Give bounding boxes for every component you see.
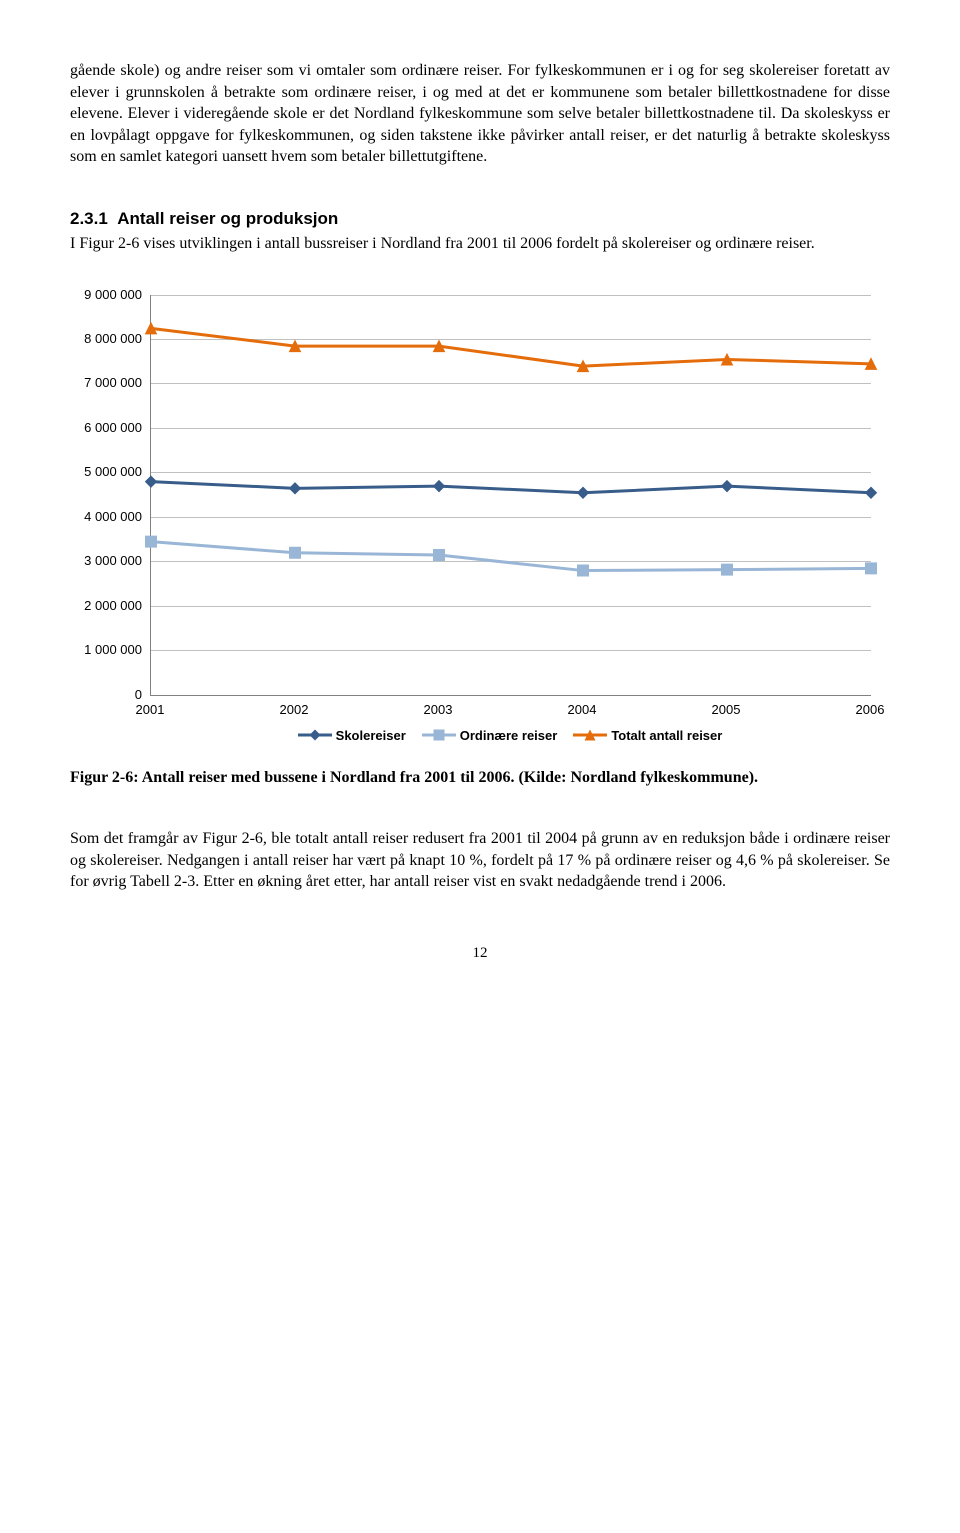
chart-marker [578, 487, 589, 498]
section-heading: 2.3.1 Antall reiser og produksjon [70, 208, 890, 231]
section-title: Antall reiser og produksjon [117, 209, 338, 228]
chart-marker [146, 476, 157, 487]
paragraph-after-heading: I Figur 2-6 vises utviklingen i antall b… [70, 233, 890, 255]
chart-marker [434, 549, 445, 560]
chart-xtick-label: 2004 [568, 701, 597, 719]
chart-plot-area [150, 295, 871, 696]
chart-series-line [151, 541, 871, 570]
paragraph-analysis: Som det framgår av Figur 2-6, ble totalt… [70, 828, 890, 893]
chart-ytick-label: 7 000 000 [67, 375, 142, 393]
chart-xtick-label: 2001 [136, 701, 165, 719]
figure-caption: Figur 2-6: Antall reiser med bussene i N… [70, 767, 890, 789]
page-number: 12 [70, 943, 890, 963]
chart-marker [866, 487, 877, 498]
chart-ytick-label: 2 000 000 [67, 597, 142, 615]
chart-xtick-label: 2003 [424, 701, 453, 719]
chart-ytick-label: 6 000 000 [67, 419, 142, 437]
chart-marker [146, 536, 157, 547]
legend-swatch [298, 728, 332, 742]
legend-label: Skolereiser [336, 727, 406, 745]
chart-series-line [151, 481, 871, 492]
chart-series-svg [151, 295, 871, 695]
legend-item: Ordinære reiser [422, 727, 558, 745]
chart-marker [722, 564, 733, 575]
chart-ytick-label: 5 000 000 [67, 463, 142, 481]
chart-xtick-label: 2005 [712, 701, 741, 719]
chart-ytick-label: 8 000 000 [67, 330, 142, 348]
chart-marker [722, 480, 733, 491]
line-chart: Skolereiser Ordinære reiser Totalt antall … [70, 295, 890, 755]
legend-item: Totalt antall reiser [573, 727, 722, 745]
legend-label: Ordinære reiser [460, 727, 558, 745]
chart-xtick-label: 2006 [856, 701, 885, 719]
chart-marker [434, 480, 445, 491]
chart-ytick-label: 0 [67, 686, 142, 704]
chart-ytick-label: 9 000 000 [67, 286, 142, 304]
chart-marker [290, 547, 301, 558]
chart-marker [290, 482, 301, 493]
legend-label: Totalt antall reiser [611, 727, 722, 745]
chart-marker [578, 565, 589, 576]
legend-item: Skolereiser [298, 727, 406, 745]
chart-series-line [151, 328, 871, 366]
chart-ytick-label: 3 000 000 [67, 552, 142, 570]
chart-container: Skolereiser Ordinære reiser Totalt antall … [70, 295, 890, 755]
section-number: 2.3.1 [70, 209, 108, 228]
legend-swatch [422, 728, 456, 742]
chart-ytick-label: 4 000 000 [67, 508, 142, 526]
chart-xtick-label: 2002 [280, 701, 309, 719]
chart-legend: Skolereiser Ordinære reiser Totalt antall … [150, 727, 870, 747]
paragraph-intro: gående skole) og andre reiser som vi omt… [70, 60, 890, 168]
chart-marker [866, 562, 877, 573]
chart-ytick-label: 1 000 000 [67, 641, 142, 659]
legend-swatch [573, 728, 607, 742]
